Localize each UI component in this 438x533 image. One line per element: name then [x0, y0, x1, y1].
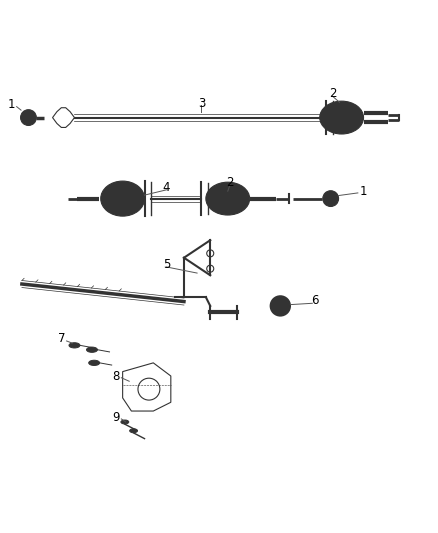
Text: 8: 8	[113, 369, 120, 383]
Ellipse shape	[121, 420, 129, 424]
Text: 4: 4	[162, 181, 170, 194]
Ellipse shape	[101, 181, 145, 216]
Ellipse shape	[86, 347, 97, 352]
Ellipse shape	[270, 296, 290, 316]
Ellipse shape	[320, 101, 364, 134]
Text: 1: 1	[7, 98, 15, 111]
Text: 2: 2	[226, 176, 234, 189]
Ellipse shape	[88, 360, 99, 366]
Polygon shape	[53, 108, 74, 127]
Ellipse shape	[69, 343, 80, 348]
Ellipse shape	[274, 300, 286, 312]
Text: 9: 9	[112, 411, 120, 424]
Polygon shape	[123, 363, 171, 411]
Text: 1: 1	[360, 184, 367, 198]
Circle shape	[21, 110, 36, 125]
Circle shape	[323, 191, 339, 206]
Ellipse shape	[130, 429, 138, 433]
Text: 3: 3	[198, 96, 205, 110]
Ellipse shape	[206, 182, 250, 215]
Text: 5: 5	[163, 258, 170, 271]
Text: 2: 2	[329, 87, 337, 100]
Text: 6: 6	[311, 294, 319, 307]
Text: 7: 7	[57, 332, 65, 345]
